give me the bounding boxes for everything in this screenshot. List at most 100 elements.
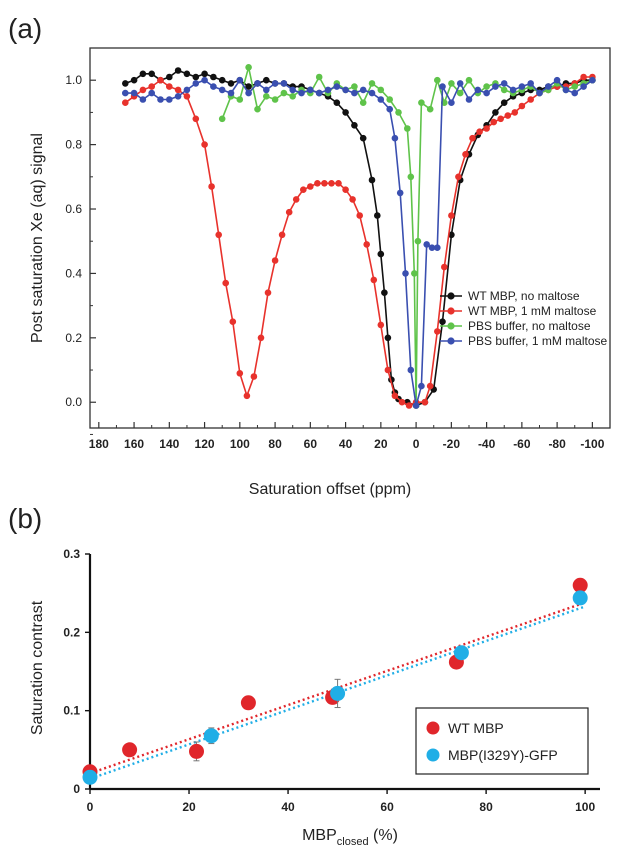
chart-a-wt-mbp-1-mm-maltose-point	[122, 99, 129, 106]
chart-a-wt-mbp-1-mm-maltose-point	[201, 141, 208, 148]
chart-b-legend-mbp-i329y-gfp-swatch-marker	[426, 748, 440, 762]
chart-a-wt-mbp-no-maltose-point	[183, 70, 191, 78]
chart-b-wt-mbp-point	[240, 695, 256, 711]
chart-b-x-tick-label: 60	[380, 800, 394, 814]
chart-a-legend-pbs-buffer-no-maltose-swatch-marker	[447, 322, 455, 330]
chart-a-pbs-buffer-1-mm-maltose-point	[254, 80, 261, 87]
chart-a-pbs-buffer-1-mm-maltose-point	[315, 89, 323, 97]
chart-b-mbp-i329y-gfp-trend-line	[89, 605, 586, 780]
chart-a-pbs-buffer-1-mm-maltose-point	[333, 83, 341, 90]
chart-a-pbs-buffer-no-maltose-point	[280, 89, 288, 97]
chart-a-wt-mbp-no-maltose-point	[210, 73, 217, 81]
chart-a-y-ticks: 0.0 0.2 0.4 0.6 0.8 1.0	[65, 73, 96, 435]
chart-a-pbs-buffer-1-mm-maltose-point	[474, 86, 482, 94]
chart-b-mbp-i329y-gfp-point	[330, 685, 346, 701]
chart-a-x-tick-label: -80	[548, 437, 566, 451]
chart-a-wt-mbp-no-maltose-point	[166, 73, 173, 81]
chart-a-pbs-buffer-1-mm-maltose-point	[402, 270, 409, 277]
chart-a-wt-mbp-1-mm-maltose-point	[307, 183, 314, 190]
chart-a-wt-mbp-no-maltose-point	[174, 67, 182, 74]
chart-a-wt-mbp-no-maltose-point	[227, 80, 235, 87]
chart-a-wt-mbp-1-mm-maltose-point	[183, 93, 191, 100]
chart-a-pbs-buffer-1-mm-maltose-point	[324, 86, 332, 94]
chart-a-wt-mbp-1-mm-maltose-point	[335, 180, 342, 187]
chart-a-pbs-buffer-1-mm-maltose-point	[580, 83, 587, 90]
chart-a-wt-mbp-1-mm-maltose-point	[370, 276, 378, 284]
chart-a-x-tick-label: -20	[443, 437, 461, 451]
chart-a-pbs-buffer-no-maltose-point	[359, 99, 367, 106]
chart-a-pbs-buffer-no-maltose-point	[407, 173, 415, 181]
chart-a-pbs-buffer-1-mm-maltose-point	[509, 86, 517, 94]
chart-a-y-axis-title: Post saturation Xe (aq) signal	[29, 133, 46, 343]
chart-a-plot-frame	[89, 47, 611, 429]
chart-a-x-tick-label: 120	[195, 437, 215, 451]
chart-a-wt-mbp-1-mm-maltose-point	[292, 196, 300, 203]
chart-a-x-tick-label: -60	[513, 437, 531, 451]
chart-b-mbp-i329y-gfp-point	[572, 590, 588, 606]
chart-a-pbs-buffer-1-mm-maltose-point	[183, 86, 191, 94]
chart-a-pbs-buffer-1-mm-maltose-point	[218, 86, 226, 94]
chart-a-wt-mbp-1-mm-maltose-point	[448, 212, 455, 219]
chart-a-pbs-buffer-no-maltose-line	[221, 67, 593, 406]
chart-a-wt-mbp-no-maltose-line	[125, 69, 593, 407]
chart-b-x-axis-title-sub: closed	[337, 836, 369, 848]
chart-a-wt-mbp-no-maltose-point	[218, 76, 226, 84]
chart-a-wt-mbp-no-maltose-point	[192, 73, 200, 81]
chart-a-pbs-buffer-no-maltose-point	[271, 96, 279, 103]
chart-a-wt-mbp-1-mm-maltose-point	[229, 318, 237, 326]
chart-a-pbs-buffer-1-mm-maltose-point	[157, 96, 164, 103]
chart-a-pbs-buffer-1-mm-maltose-point	[148, 89, 155, 97]
chart-a-pbs-buffer-1-mm-maltose-point	[386, 105, 394, 113]
chart-a-pbs-buffer-1-mm-maltose-point	[518, 83, 526, 90]
chart-a-pbs-buffer-no-maltose-point	[289, 93, 297, 100]
chart-a-wt-mbp-no-maltose-point	[351, 122, 358, 129]
chart-b-legend-wt-mbp-label: WT MBP	[448, 720, 504, 736]
chart-b-x-tick-label: 40	[281, 800, 295, 814]
chart-a-pbs-buffer-1-mm-maltose-point	[210, 83, 217, 90]
chart-a-x-tick-label: -40	[478, 437, 496, 451]
chart-a-wt-mbp-1-mm-maltose-point	[271, 257, 279, 264]
chart-b-legend: WT MBP MBP(I329Y)-GFP	[415, 707, 589, 775]
chart-a-pbs-buffer-1-mm-maltose-point	[201, 76, 208, 84]
chart-a-pbs-buffer-1-mm-maltose-point	[448, 99, 455, 106]
chart-a-pbs-buffer-1-mm-maltose-point	[122, 89, 129, 97]
chart-a-wt-mbp-1-mm-maltose-point	[321, 180, 328, 187]
chart-a: 0.0 0.2 0.4 0.6 0.8 1.0 180 160 140 120 100 80 60 40…	[29, 47, 611, 498]
chart-a-wt-mbp-1-mm-maltose-point	[250, 373, 258, 380]
chart-a-wt-mbp-1-mm-maltose-point	[490, 118, 498, 126]
chart-a-pbs-buffer-1-mm-maltose-point	[166, 96, 173, 103]
chart-a-pbs-buffer-1-mm-maltose-point	[192, 80, 200, 87]
chart-a-wt-mbp-1-mm-maltose-point	[243, 392, 251, 400]
chart-a-wt-mbp-1-mm-maltose-point	[174, 86, 182, 94]
chart-a-wt-mbp-1-mm-maltose-point	[157, 76, 164, 84]
chart-a-wt-mbp-1-mm-maltose-point	[300, 186, 307, 193]
chart-a-x-tick-label: 180	[89, 437, 109, 451]
chart-b-y-tick-label: 0.2	[63, 625, 80, 639]
chart-a-legend-wt-mbp-no-maltose-label: WT MBP, no maltose	[468, 289, 580, 303]
chart-a-pbs-buffer-1-mm-maltose-point	[428, 244, 436, 251]
chart-a-wt-mbp-1-mm-maltose-point	[421, 398, 429, 406]
chart-b-y-ticks: 0 0.1 0.2 0.3	[63, 547, 90, 796]
chart-a-wt-mbp-no-maltose-point	[492, 109, 499, 116]
chart-a-legend-wt-mbp-1-mm-maltose-label: WT MBP, 1 mM maltose	[468, 304, 597, 318]
chart-a-wt-mbp-no-maltose-point	[263, 76, 270, 84]
chart-a-pbs-buffer-no-maltose-point	[263, 93, 270, 100]
chart-a-y-tick-label: 0.2	[65, 331, 82, 345]
chart-a-pbs-buffer-1-mm-maltose-point	[130, 89, 138, 97]
chart-a-x-tick-label: 20	[374, 437, 388, 451]
chart-b-x-tick-label: 20	[182, 800, 196, 814]
chart-a-pbs-buffer-1-mm-maltose-point	[263, 86, 270, 94]
chart-a-y-tick-label: 1.0	[65, 73, 82, 87]
chart-a-wt-mbp-1-mm-maltose-point	[314, 180, 321, 187]
chart-a-pbs-buffer-no-maltose-point	[377, 86, 385, 94]
chart-a-wt-mbp-no-maltose-point	[139, 70, 147, 78]
chart-a-pbs-buffer-1-mm-maltose-point	[456, 80, 464, 87]
chart-a-y-tick-label: 0.0	[65, 395, 82, 409]
chart-a-wt-mbp-no-maltose-point	[439, 318, 446, 326]
chart-a-x-tick-label: 80	[268, 437, 282, 451]
chart-a-wt-mbp-1-mm-maltose-point	[527, 96, 534, 103]
chart-a-pbs-buffer-1-mm-maltose-point	[492, 83, 499, 90]
chart-a-wt-mbp-1-mm-maltose-point	[236, 370, 244, 377]
chart-a-wt-mbp-no-maltose-point	[381, 289, 388, 297]
